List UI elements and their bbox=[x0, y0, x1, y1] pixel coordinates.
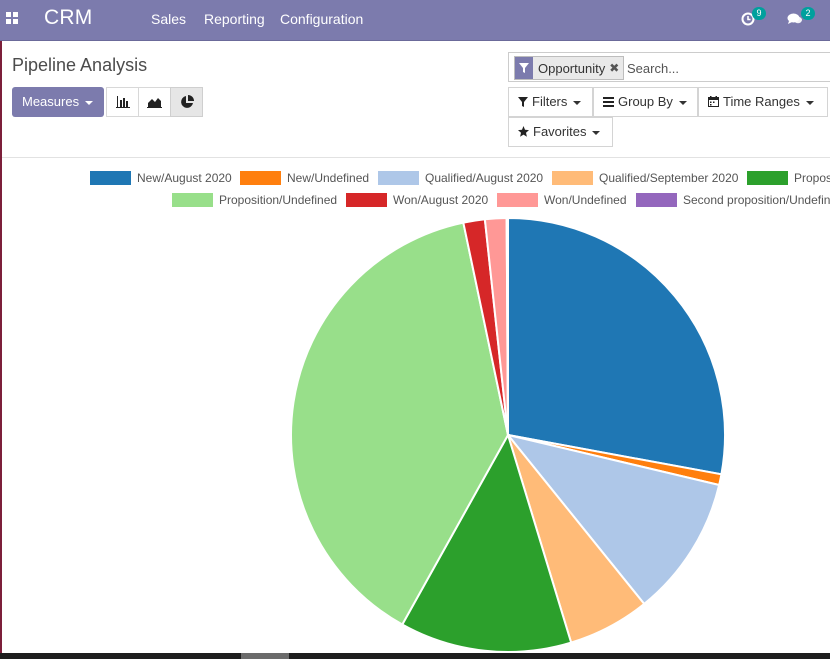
legend-swatch bbox=[747, 171, 788, 185]
legend-item[interactable]: Proposition/Undefined bbox=[172, 193, 337, 207]
legend-label: New/August 2020 bbox=[137, 171, 232, 185]
line-chart-button[interactable] bbox=[138, 87, 171, 117]
scrollbar-thumb[interactable] bbox=[241, 653, 289, 659]
favorites-button[interactable]: Favorites bbox=[508, 117, 613, 147]
search-input[interactable] bbox=[625, 57, 829, 79]
menu-reporting[interactable]: Reporting bbox=[204, 11, 265, 27]
menu-sales[interactable]: Sales bbox=[151, 11, 187, 27]
legend-label: Proposition/August 2020 bbox=[794, 171, 830, 185]
activity-count-badge: 9 bbox=[752, 7, 766, 20]
measures-button[interactable]: Measures bbox=[12, 87, 104, 117]
legend-item[interactable]: Qualified/September 2020 bbox=[552, 171, 739, 185]
group-by-button[interactable]: Group By bbox=[593, 87, 698, 117]
legend-label: Won/Undefined bbox=[544, 193, 627, 207]
group-by-label: Group By bbox=[618, 94, 673, 109]
app-brand[interactable]: CRM bbox=[44, 6, 93, 29]
time-ranges-button[interactable]: Time Ranges bbox=[698, 87, 828, 117]
legend-swatch bbox=[378, 171, 419, 185]
menu-configuration[interactable]: Configuration bbox=[280, 11, 364, 27]
pie-slice[interactable] bbox=[400, 432, 573, 653]
legend-item[interactable]: New/August 2020 bbox=[90, 171, 232, 185]
legend-label: Proposition/Undefined bbox=[219, 193, 337, 207]
search-bar: Opportunity ✖ bbox=[508, 52, 830, 82]
legend-swatch bbox=[90, 171, 131, 185]
close-icon[interactable]: ✖ bbox=[609, 61, 620, 75]
facet-label: Opportunity bbox=[538, 60, 606, 76]
bars-icon bbox=[603, 97, 614, 107]
filters-button[interactable]: Filters bbox=[508, 87, 593, 117]
legend-item[interactable]: New/Undefined bbox=[240, 171, 369, 185]
line-chart-icon bbox=[147, 98, 162, 108]
legend-item[interactable]: Proposition/August 2020 bbox=[747, 171, 830, 185]
caret-down-icon bbox=[805, 100, 814, 105]
pie-slice[interactable] bbox=[505, 216, 509, 436]
legend-label: Qualified/August 2020 bbox=[425, 171, 543, 185]
legend-label: Qualified/September 2020 bbox=[599, 171, 739, 185]
pie-chart: New/August 2020 New/Undefined Qualified/Au… bbox=[90, 171, 830, 653]
calendar-icon bbox=[708, 96, 719, 107]
panel-divider bbox=[0, 157, 830, 158]
search-facet: Opportunity ✖ bbox=[514, 56, 625, 80]
legend-item[interactable]: Won/August 2020 bbox=[346, 193, 489, 207]
pie-chart-icon bbox=[180, 95, 194, 108]
time-ranges-label: Time Ranges bbox=[723, 94, 800, 109]
star-icon bbox=[518, 126, 529, 137]
legend-swatch bbox=[346, 193, 387, 207]
caret-down-icon bbox=[592, 130, 601, 135]
chat-bubbles-icon bbox=[787, 13, 802, 24]
apps-menu-icon[interactable] bbox=[6, 12, 20, 26]
messages-count-badge: 2 bbox=[801, 7, 815, 20]
top-navbar: CRM Sales Reporting Configuration 9 2 bbox=[0, 0, 830, 41]
legend-swatch bbox=[240, 171, 281, 185]
filters-label: Filters bbox=[532, 94, 568, 109]
legend-item[interactable]: Won/Undefined bbox=[497, 193, 627, 207]
bar-chart-button[interactable] bbox=[106, 87, 139, 117]
caret-down-icon bbox=[573, 100, 582, 105]
filter-icon bbox=[515, 57, 533, 79]
pie-chart-button[interactable] bbox=[170, 87, 203, 117]
messages-button[interactable]: 2 bbox=[787, 7, 815, 29]
legend-swatch bbox=[172, 193, 213, 207]
legend-swatch bbox=[497, 193, 538, 207]
favorites-label: Favorites bbox=[533, 124, 587, 139]
pie-slice[interactable] bbox=[507, 216, 726, 476]
caret-down-icon bbox=[678, 100, 687, 105]
caret-down-icon bbox=[85, 100, 94, 105]
pie-slice[interactable] bbox=[290, 221, 510, 626]
activity-clock-button[interactable]: 9 bbox=[741, 7, 766, 29]
horizontal-scrollbar[interactable] bbox=[0, 653, 830, 659]
legend-label: Won/August 2020 bbox=[393, 193, 489, 207]
page-title: Pipeline Analysis bbox=[12, 55, 148, 75]
pie-chart-area: New/August 2020 New/Undefined Qualified/Au… bbox=[0, 158, 830, 659]
pie-slice[interactable] bbox=[505, 433, 721, 606]
legend-swatch bbox=[636, 193, 677, 207]
measures-label: Measures bbox=[22, 94, 80, 109]
legend-item[interactable]: Second proposition/Undefined bbox=[636, 193, 830, 207]
legend-label: New/Undefined bbox=[287, 171, 369, 185]
window-left-border bbox=[0, 41, 2, 659]
filter-icon bbox=[518, 97, 528, 107]
clock-icon bbox=[741, 12, 755, 26]
legend-label: Second proposition/Undefined bbox=[683, 193, 830, 207]
legend-item[interactable]: Qualified/August 2020 bbox=[378, 171, 543, 185]
bar-chart-icon bbox=[115, 96, 130, 108]
graph-type-switcher bbox=[106, 87, 203, 117]
legend-swatch bbox=[552, 171, 593, 185]
